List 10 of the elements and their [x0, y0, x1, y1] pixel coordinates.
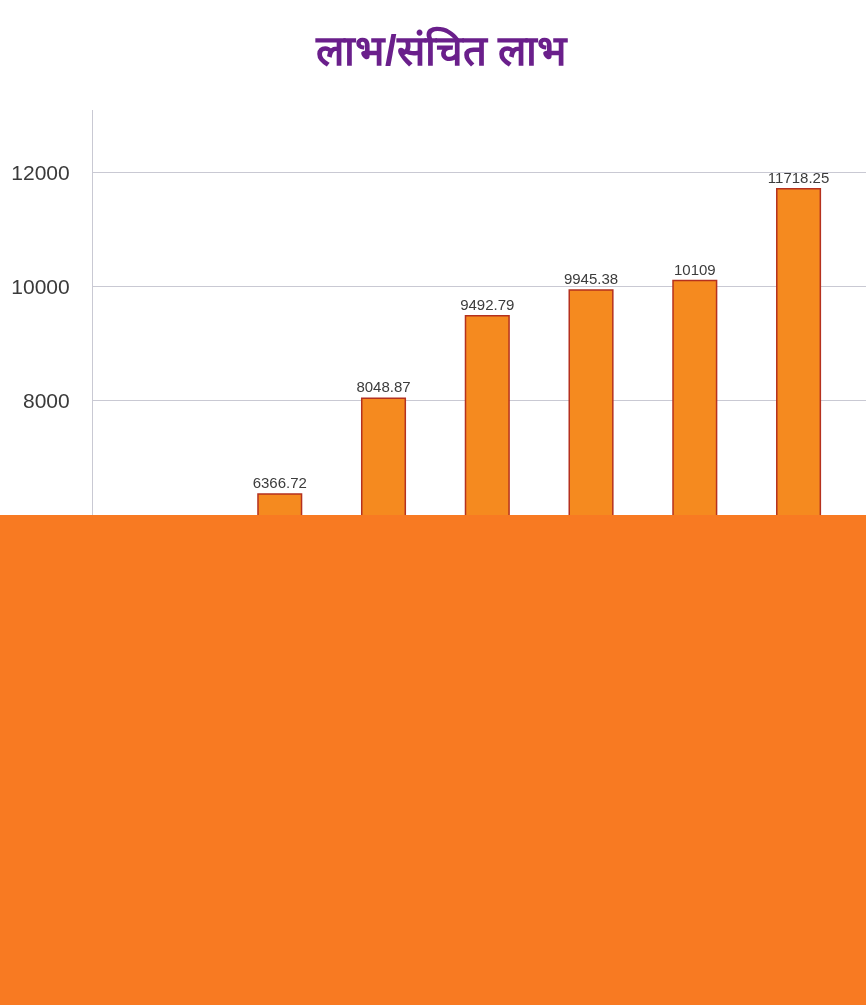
y-tick-label: 12000	[11, 161, 70, 185]
y-tick-label: 10000	[11, 275, 70, 299]
data-label: 6366.72	[252, 474, 307, 492]
data-label: 11718.25	[767, 168, 830, 186]
data-label: 9492.79	[460, 295, 515, 313]
data-label: 8048.87	[356, 378, 411, 396]
chart-title: लाभ/संचित लाभ	[314, 25, 569, 74]
data-label: 10109	[673, 260, 716, 278]
y-tick-label: 8000	[22, 389, 70, 413]
data-label: 9945.38	[563, 269, 619, 287]
